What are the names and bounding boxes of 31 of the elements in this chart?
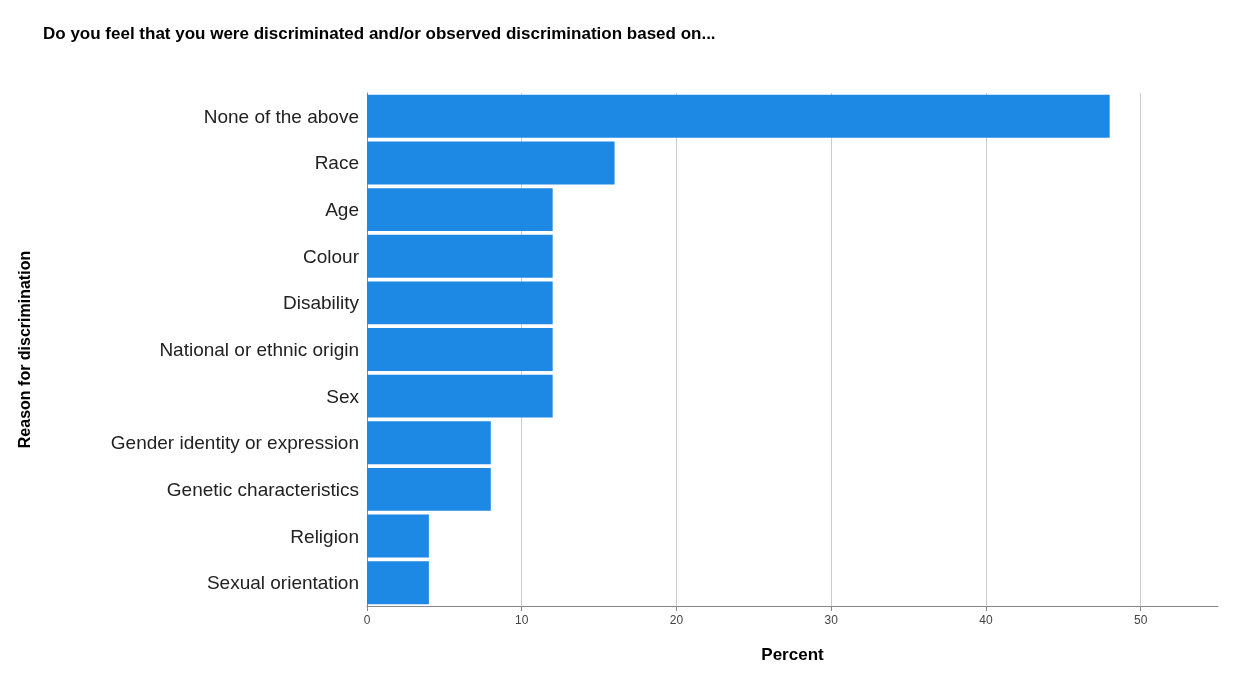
bar [367, 467, 491, 511]
x-axis-title: Percent [761, 645, 825, 664]
bar [367, 281, 553, 325]
y-tick-label: Religion [290, 525, 359, 547]
bar [367, 234, 553, 278]
y-tick-label: Colour [303, 245, 360, 267]
x-tick-label: 50 [1133, 613, 1148, 627]
bar [367, 561, 429, 605]
x-tick-label: 0 [363, 613, 371, 627]
bar [367, 94, 1110, 138]
x-tick-label: 20 [669, 613, 684, 627]
bar [367, 374, 553, 418]
x-tick-label: 40 [979, 613, 993, 627]
y-tick-label: Gender identity or expression [110, 432, 359, 454]
y-tick-label: National or ethnic origin [159, 339, 359, 360]
bar [367, 188, 553, 232]
y-tick-label: Genetic characteristics [166, 478, 359, 500]
bar [367, 421, 491, 465]
y-tick-label: Race [314, 152, 359, 174]
y-tick-label: None of the above [203, 105, 359, 127]
x-tick-label: 30 [824, 613, 839, 627]
y-axis-title: Reason for discrimination [15, 250, 33, 449]
y-tick-label: Sex [326, 385, 360, 407]
chart-title: Do you feel that you were discriminated and/or observed discrimination based on... [43, 24, 716, 43]
y-tick-label: Sexual orientation [206, 572, 359, 594]
bar [367, 328, 553, 371]
x-tick-label: 10 [515, 613, 529, 627]
y-tick-label: Age [325, 199, 359, 221]
y-tick-label: Disability [282, 292, 360, 314]
bar [367, 141, 615, 185]
bar [367, 514, 429, 558]
